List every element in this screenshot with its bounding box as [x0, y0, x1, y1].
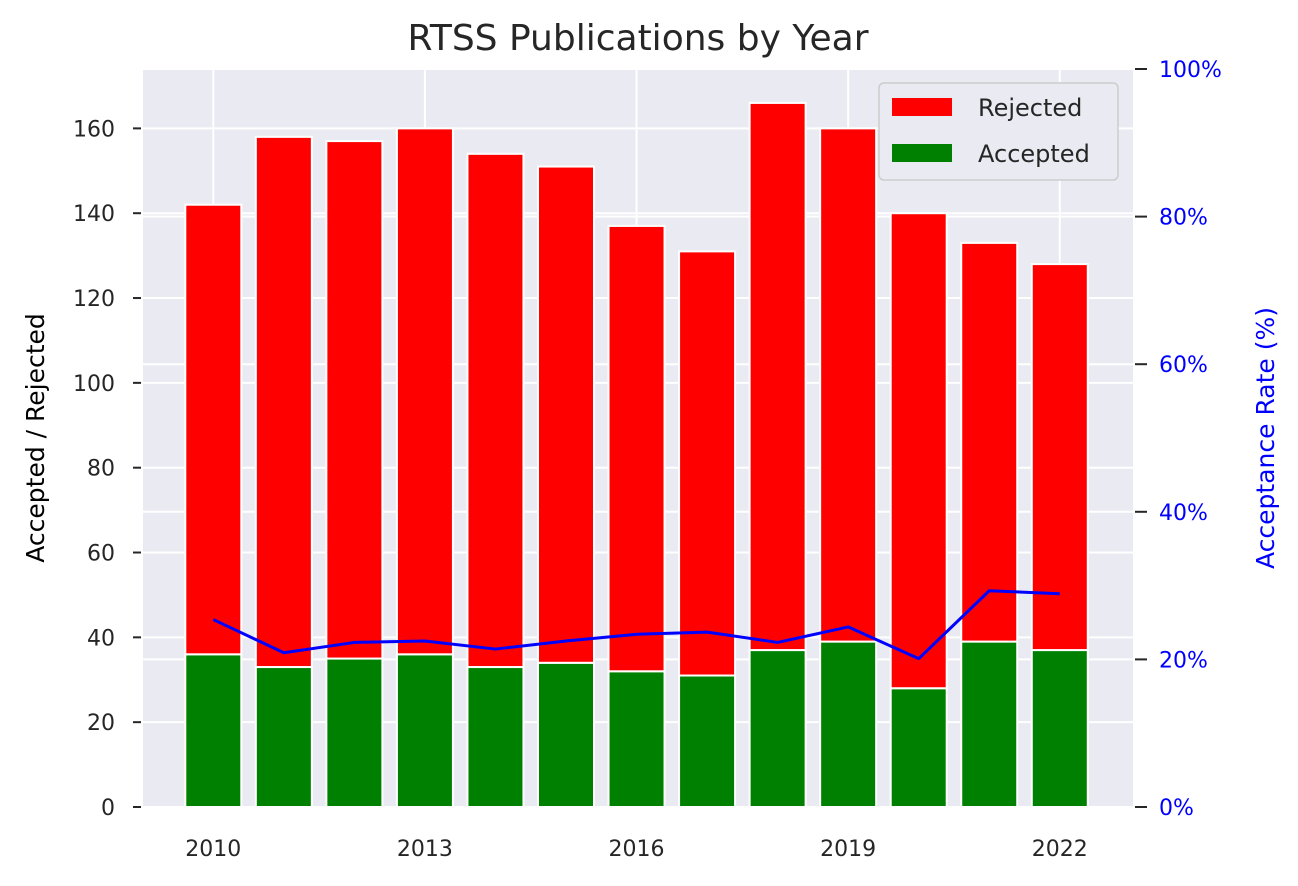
bar-accepted-2014 — [466, 666, 525, 808]
bar-accepted-2016 — [607, 670, 666, 809]
right-axis: 0% 20% 40% 60% 80% 100% — [1135, 58, 1222, 821]
bar-rejected-2012 — [325, 140, 384, 660]
y-tick-label: 160 — [73, 117, 115, 142]
bar-rejected-2011 — [254, 135, 313, 669]
bar-rejected-2016 — [607, 224, 666, 673]
legend: Rejected Accepted — [878, 82, 1119, 181]
x-axis: 2010 2013 2016 2019 2022 — [185, 837, 1087, 862]
bar-accepted-2012 — [325, 657, 384, 808]
y-tick-label: 0 — [101, 796, 115, 821]
legend-label-rejected: Rejected — [978, 94, 1082, 122]
y-tick-label: 100 — [73, 372, 115, 397]
bar-accepted-2021 — [960, 640, 1019, 808]
bar-rejected-2010 — [184, 203, 243, 656]
bar-rejected-2021 — [960, 241, 1019, 643]
y-tick-label: 40 — [87, 626, 115, 651]
y2-tick-label: 60% — [1159, 353, 1208, 378]
bar-rejected-2018 — [748, 101, 807, 652]
y2-tick-label: 100% — [1159, 58, 1222, 83]
bar-accepted-2017 — [678, 674, 737, 808]
bar-accepted-2018 — [748, 649, 807, 808]
bars-group — [184, 101, 1089, 809]
bar-rejected-2019 — [819, 127, 878, 643]
left-axis: 0 20 40 60 80 100 120 140 160 — [73, 117, 141, 821]
y-tick-label: 20 — [87, 711, 115, 736]
y2-axis-label: Acceptance Rate (%) — [1251, 307, 1280, 569]
bar-accepted-2010 — [184, 653, 243, 809]
y2-tick-label: 0% — [1159, 796, 1194, 821]
y-tick-label: 80 — [87, 457, 115, 482]
bar-rejected-2013 — [395, 127, 454, 656]
y2-tick-label: 40% — [1159, 501, 1208, 526]
bar-accepted-2022 — [1030, 649, 1089, 808]
acceptance-rate-line-group — [212, 589, 1060, 661]
bar-accepted-2013 — [395, 653, 454, 809]
bar-rejected-2015 — [537, 165, 595, 664]
x-tick-label: 2010 — [185, 837, 241, 862]
legend-swatch-accepted — [892, 144, 952, 162]
y-tick-label: 140 — [73, 202, 115, 227]
x-tick-label: 2013 — [397, 837, 453, 862]
y-tick-label: 120 — [73, 287, 115, 312]
y-tick-label: 60 — [87, 542, 115, 567]
x-tick-label: 2016 — [609, 837, 665, 862]
x-tick-label: 2019 — [820, 837, 876, 862]
bar-rejected-2020 — [889, 212, 948, 690]
bar-rejected-2014 — [466, 152, 525, 669]
bar-accepted-2011 — [254, 666, 313, 808]
bar-accepted-2015 — [537, 661, 595, 808]
y-axis-label: Accepted / Rejected — [21, 313, 50, 563]
chart-title: RTSS Publications by Year — [407, 18, 868, 59]
bar-accepted-2019 — [819, 640, 878, 808]
bar-accepted-2020 — [889, 687, 948, 809]
x-tick-label: 2022 — [1032, 837, 1088, 862]
legend-label-accepted: Accepted — [978, 140, 1090, 168]
bar-rejected-2022 — [1030, 263, 1089, 652]
y2-tick-label: 80% — [1159, 206, 1208, 231]
bar-rejected-2017 — [678, 250, 737, 677]
legend-swatch-rejected — [892, 98, 952, 116]
acceptance-rate-line — [212, 589, 1060, 661]
y2-tick-label: 20% — [1159, 648, 1208, 673]
